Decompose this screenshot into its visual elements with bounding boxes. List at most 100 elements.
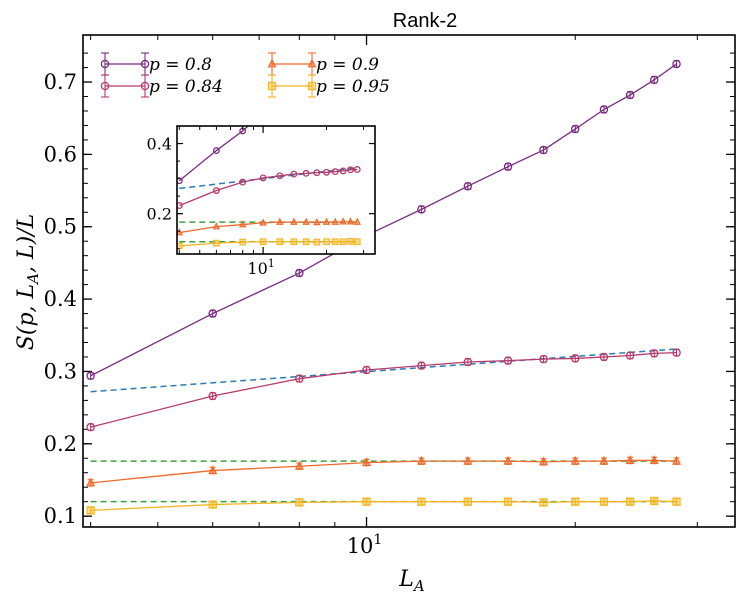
data-point xyxy=(239,238,247,246)
legend-marker xyxy=(307,58,317,68)
data-point xyxy=(302,169,310,177)
data-point xyxy=(208,391,217,401)
data-point xyxy=(86,371,95,381)
data-point xyxy=(177,177,183,185)
data-point xyxy=(463,497,472,506)
data-point xyxy=(463,357,473,367)
legend-marker xyxy=(267,58,277,68)
data-point xyxy=(323,168,330,176)
data-point xyxy=(277,97,283,103)
data-point xyxy=(313,238,321,246)
data-point xyxy=(539,145,548,155)
data-point xyxy=(340,42,346,48)
data-point xyxy=(570,455,580,465)
y-tick-label: 0.5 xyxy=(44,215,77,239)
y-tick-label: 0.6 xyxy=(44,142,77,166)
data-point xyxy=(539,354,548,364)
data-point xyxy=(213,239,220,247)
inset-x-tick-label: 101 xyxy=(247,257,274,278)
inset-frame xyxy=(176,125,376,255)
data-point xyxy=(86,422,95,432)
data-point xyxy=(362,497,371,506)
fit-line-0 xyxy=(90,348,677,393)
data-point xyxy=(290,238,298,246)
data-point xyxy=(649,455,659,464)
legend-marker xyxy=(100,59,110,69)
data-point xyxy=(208,465,218,474)
series-line-1 xyxy=(90,351,677,428)
data-point xyxy=(649,349,659,358)
data-point xyxy=(571,497,580,506)
data-point xyxy=(503,356,513,365)
series-line-0 xyxy=(178,126,250,182)
data-point xyxy=(339,167,347,175)
data-point xyxy=(599,455,609,465)
data-point xyxy=(339,217,347,225)
data-point xyxy=(212,222,221,230)
data-point xyxy=(322,217,331,225)
data-point xyxy=(331,238,339,246)
data-point xyxy=(417,361,426,370)
data-point xyxy=(177,228,184,236)
data-point xyxy=(303,77,309,83)
data-point xyxy=(86,506,95,515)
data-point xyxy=(347,238,354,245)
data-point xyxy=(276,172,284,180)
data-point xyxy=(649,75,659,85)
data-point xyxy=(362,457,372,467)
y-tick-label: 0.1 xyxy=(44,504,77,528)
y-tick-label: 0.4 xyxy=(44,287,77,311)
data-point xyxy=(294,460,304,470)
data-point xyxy=(347,166,354,174)
data-point xyxy=(260,110,266,116)
main-plot-area xyxy=(86,59,682,515)
data-point xyxy=(672,497,681,506)
data-point xyxy=(570,354,580,363)
data-point xyxy=(212,147,220,154)
legend-label-2: p = 0.9 xyxy=(316,55,379,75)
data-point xyxy=(353,217,361,225)
data-point xyxy=(276,217,284,225)
plot-frame xyxy=(82,34,736,528)
legend-marker xyxy=(267,81,277,91)
series-line-2 xyxy=(90,459,677,484)
legend-marker xyxy=(100,81,110,91)
x-axis-label: LA xyxy=(398,567,425,595)
legend-label-1: p = 0.84 xyxy=(149,77,223,97)
data-point xyxy=(672,455,682,465)
inset-y-tick-label: 0.2 xyxy=(147,205,172,224)
y-axis-label: S(p, LA, L)/L xyxy=(14,214,42,350)
data-point xyxy=(625,351,635,360)
data-point xyxy=(290,170,298,178)
series-line-1 xyxy=(179,168,358,207)
data-point xyxy=(353,166,361,173)
data-point xyxy=(177,202,183,210)
data-point xyxy=(570,124,580,134)
data-point xyxy=(208,309,217,318)
main-axes: 0.1 0.2 0.3 0.4 0.5 0.6 0.7 101 xyxy=(44,35,735,558)
data-point xyxy=(354,27,360,33)
data-point xyxy=(672,348,681,357)
data-point xyxy=(539,456,549,466)
data-point xyxy=(259,238,267,246)
data-point xyxy=(625,455,635,464)
chart-title: Rank-2 xyxy=(393,10,457,32)
data-point xyxy=(323,238,330,246)
data-point xyxy=(463,455,473,465)
data-point xyxy=(290,217,298,225)
data-point xyxy=(276,238,284,246)
x-tick-label: 101 xyxy=(347,532,383,558)
data-point xyxy=(239,178,247,186)
data-point xyxy=(208,500,217,509)
data-point xyxy=(295,268,304,278)
data-point xyxy=(295,374,304,383)
legend-label-0: p = 0.8 xyxy=(149,55,212,75)
data-point xyxy=(353,238,361,246)
legend-label-3: p = 0.95 xyxy=(316,77,390,97)
legend-marker xyxy=(140,81,150,91)
legend-marker xyxy=(140,59,150,69)
data-point xyxy=(259,174,267,182)
data-point xyxy=(417,205,426,214)
data-point xyxy=(346,217,355,225)
